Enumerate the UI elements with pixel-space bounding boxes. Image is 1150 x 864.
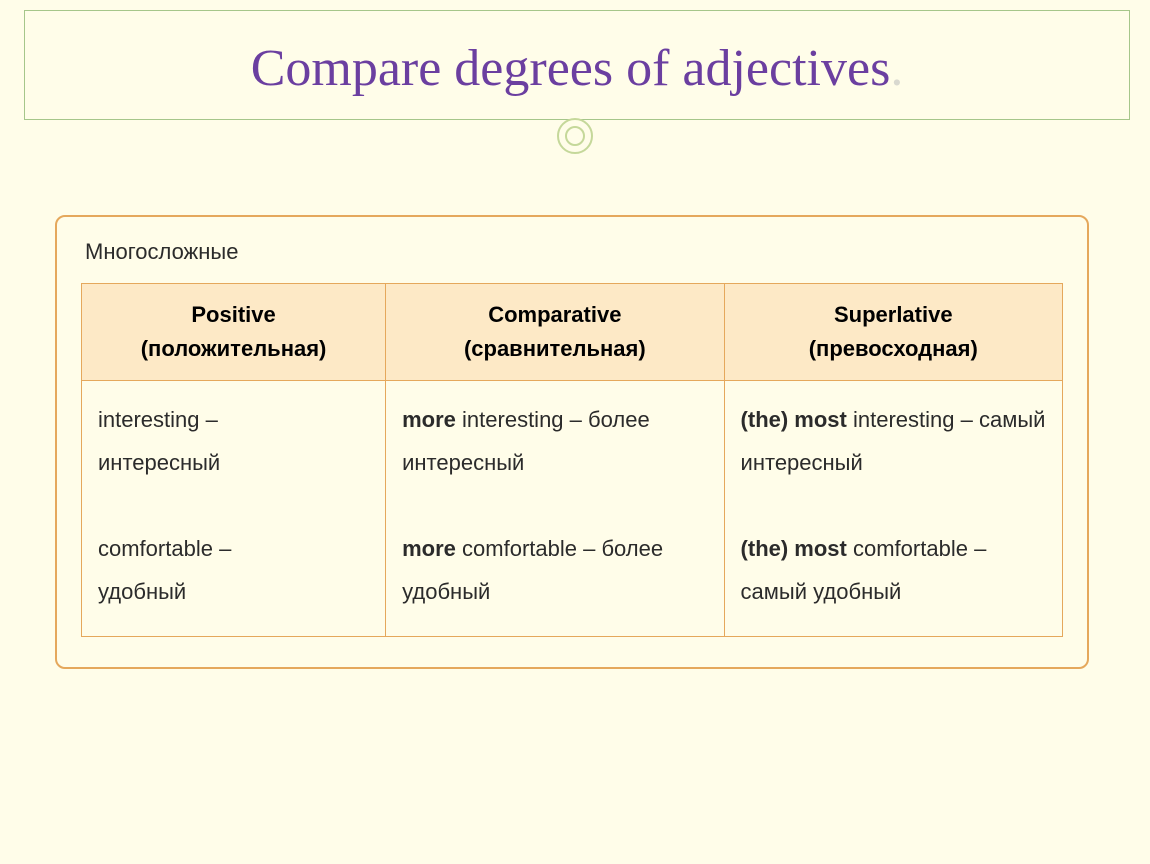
row1-comp-bold: more (402, 536, 456, 561)
content-card: Многосложные Positive (положительная) Co… (55, 215, 1089, 669)
row1-sup-bold: (the) most (741, 536, 847, 561)
row0-sup-en: interesting (853, 407, 955, 432)
table-header-row: Positive (положительная) Comparative (ср… (82, 284, 1063, 381)
circle-outer-icon (557, 118, 593, 154)
card-subtitle: Многосложные (85, 239, 1063, 265)
circle-inner-icon (565, 126, 585, 146)
cell-positive: interesting – интересный comfortable – у… (82, 381, 386, 636)
cell-superlative: (the) most interesting – самый интересны… (724, 381, 1062, 636)
adjectives-table: Positive (положительная) Comparative (ср… (81, 283, 1063, 637)
row0-pos-en: interesting (98, 407, 200, 432)
row1-sup-en: comfortable (853, 536, 968, 561)
header-comparative-bold: Comparative (488, 302, 621, 327)
page-title: Compare degrees of adjectives. (25, 11, 1129, 98)
header-superlative-bold: Superlative (834, 302, 953, 327)
header-superlative: Superlative (превосходная) (724, 284, 1062, 381)
row1-pos-en: comfortable (98, 536, 213, 561)
header-positive-bold: Positive (191, 302, 275, 327)
row0-pos-ru: интересный (98, 450, 220, 475)
header-positive-sub: (положительная) (141, 336, 327, 361)
row0-comp-en: interesting (462, 407, 564, 432)
row1-sup-ru: самый удобный (741, 579, 902, 604)
header-superlative-sub: (превосходная) (809, 336, 978, 361)
title-dot: . (890, 40, 903, 97)
row1-comp-en: comfortable (462, 536, 577, 561)
table-body-row: interesting – интересный comfortable – у… (82, 381, 1063, 636)
row0-sup-bold: (the) most (741, 407, 847, 432)
title-frame: Compare degrees of adjectives. (24, 10, 1130, 120)
header-comparative-sub: (сравнительная) (464, 336, 646, 361)
row1-pos-ru: удобный (98, 579, 186, 604)
header-positive: Positive (положительная) (82, 284, 386, 381)
cell-comparative: more interesting – более интересный more… (386, 381, 724, 636)
decorative-circles-icon (557, 118, 593, 154)
header-comparative: Comparative (сравнительная) (386, 284, 724, 381)
row0-comp-bold: more (402, 407, 456, 432)
title-text: Compare degrees of adjectives (251, 40, 891, 97)
